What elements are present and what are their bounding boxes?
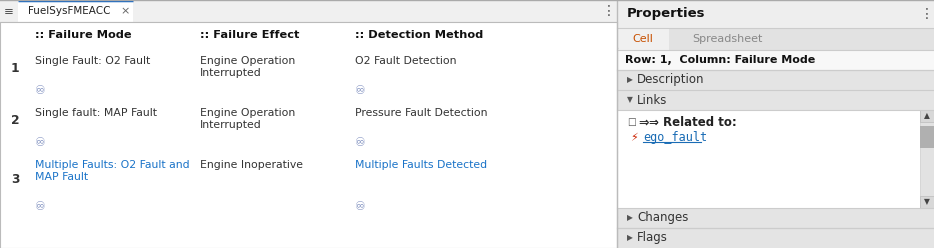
Text: ♾: ♾	[35, 84, 46, 96]
FancyBboxPatch shape	[617, 0, 934, 248]
FancyBboxPatch shape	[0, 217, 617, 248]
FancyBboxPatch shape	[920, 110, 934, 208]
Text: ▼: ▼	[627, 95, 633, 104]
FancyBboxPatch shape	[0, 48, 617, 100]
FancyBboxPatch shape	[920, 126, 934, 148]
Text: :: Detection Method: :: Detection Method	[355, 30, 483, 40]
Text: ▲: ▲	[924, 112, 930, 121]
FancyBboxPatch shape	[0, 100, 617, 152]
Text: O2 Fault Detection: O2 Fault Detection	[355, 56, 457, 66]
Text: Multiple Faults: O2 Fault and
MAP Fault: Multiple Faults: O2 Fault and MAP Fault	[35, 160, 190, 182]
Text: ⋮: ⋮	[602, 4, 616, 18]
Text: Spreadsheet: Spreadsheet	[692, 34, 762, 44]
FancyBboxPatch shape	[0, 152, 617, 217]
Text: Cell: Cell	[632, 34, 654, 44]
Text: Engine Inoperative: Engine Inoperative	[200, 160, 303, 170]
FancyBboxPatch shape	[617, 28, 934, 50]
Text: Engine Operation
Interrupted: Engine Operation Interrupted	[200, 108, 295, 130]
Text: Pressure Fault Detection: Pressure Fault Detection	[355, 108, 488, 118]
Text: ego_fault: ego_fault	[643, 131, 707, 145]
Text: ⋮: ⋮	[920, 7, 934, 21]
Text: ☐: ☐	[627, 118, 636, 128]
Text: ▼: ▼	[924, 197, 930, 207]
FancyBboxPatch shape	[617, 110, 934, 208]
Text: ▶: ▶	[627, 214, 633, 222]
Text: Properties: Properties	[627, 7, 705, 21]
FancyBboxPatch shape	[18, 0, 133, 22]
FancyBboxPatch shape	[617, 208, 934, 228]
Text: :: Failure Effect: :: Failure Effect	[200, 30, 300, 40]
Text: Engine Operation
Interrupted: Engine Operation Interrupted	[200, 56, 295, 78]
Text: ⚡: ⚡	[630, 133, 638, 143]
Text: Single Fault: O2 Fault: Single Fault: O2 Fault	[35, 56, 150, 66]
FancyBboxPatch shape	[920, 110, 934, 122]
Text: Multiple Faults Detected: Multiple Faults Detected	[355, 160, 488, 170]
Text: ▶: ▶	[627, 234, 633, 243]
FancyBboxPatch shape	[617, 28, 669, 50]
Text: Description: Description	[637, 73, 704, 87]
Text: Row: 1,  Column: Failure Mode: Row: 1, Column: Failure Mode	[625, 55, 815, 65]
FancyBboxPatch shape	[617, 90, 934, 110]
Text: 2: 2	[10, 115, 20, 127]
Text: Flags: Flags	[637, 231, 668, 245]
Text: ♾: ♾	[355, 135, 365, 149]
Text: :: Failure Mode: :: Failure Mode	[35, 30, 132, 40]
Text: Single fault: MAP Fault: Single fault: MAP Fault	[35, 108, 157, 118]
Text: ▶: ▶	[627, 75, 633, 85]
FancyBboxPatch shape	[617, 70, 934, 90]
Text: ♾: ♾	[355, 84, 365, 96]
FancyBboxPatch shape	[617, 0, 934, 28]
Text: ♾: ♾	[35, 135, 46, 149]
Text: ×: ×	[120, 6, 130, 16]
Text: 3: 3	[11, 173, 20, 186]
FancyBboxPatch shape	[617, 228, 934, 248]
Text: ⇒ Related to:: ⇒ Related to:	[649, 117, 737, 129]
FancyBboxPatch shape	[0, 22, 617, 248]
Text: FuelSysFMEACC: FuelSysFMEACC	[28, 6, 111, 16]
Text: 1: 1	[10, 62, 20, 75]
Text: ⇒: ⇒	[638, 117, 648, 129]
FancyBboxPatch shape	[0, 0, 617, 22]
Text: Links: Links	[637, 93, 668, 106]
FancyBboxPatch shape	[617, 50, 934, 70]
Text: ≡: ≡	[4, 4, 14, 18]
FancyBboxPatch shape	[0, 22, 617, 48]
Text: Changes: Changes	[637, 212, 688, 224]
FancyBboxPatch shape	[0, 22, 617, 248]
Text: ♾: ♾	[35, 200, 46, 214]
FancyBboxPatch shape	[920, 196, 934, 208]
Text: ♾: ♾	[355, 200, 365, 214]
